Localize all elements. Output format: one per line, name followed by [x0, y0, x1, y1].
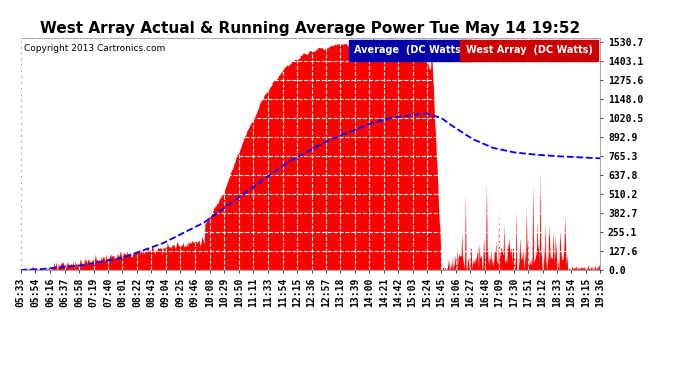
Text: Copyright 2013 Cartronics.com: Copyright 2013 Cartronics.com: [23, 45, 165, 54]
Title: West Array Actual & Running Average Power Tue May 14 19:52: West Array Actual & Running Average Powe…: [41, 21, 580, 36]
Legend: Average  (DC Watts), West Array  (DC Watts): Average (DC Watts), West Array (DC Watts…: [351, 42, 595, 58]
